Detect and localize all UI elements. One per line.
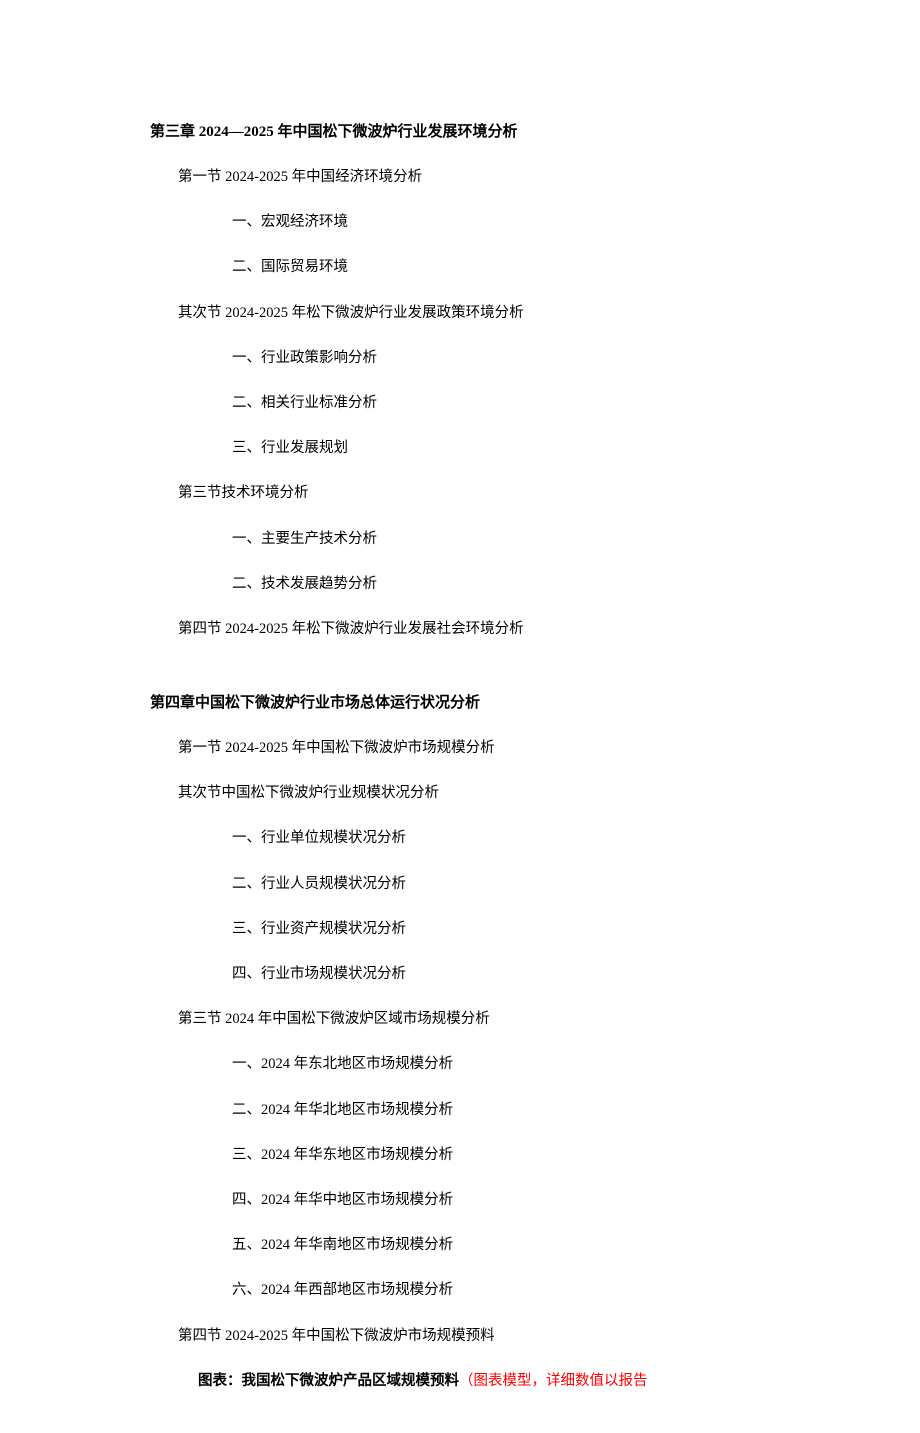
- outline-item: 六、2024 年西部地区市场规模分析: [232, 1279, 770, 1302]
- chapter-4-title: 第四章中国松下微波炉行业市场总体运行状况分析: [150, 691, 770, 715]
- outline-item: 三、2024 年华东地区市场规模分析: [232, 1144, 770, 1167]
- outline-item: 二、相关行业标准分析: [232, 392, 770, 415]
- section-gap: [150, 663, 770, 691]
- section-label: 第一节 2024-2025 年中国松下微波炉市场规模分析: [178, 737, 770, 760]
- chapter-3-title: 第三章 2024—2025 年中国松下微波炉行业发展环境分析: [150, 120, 770, 144]
- outline-item: 一、2024 年东北地区市场规模分析: [232, 1053, 770, 1076]
- outline-item: 二、国际贸易环境: [232, 256, 770, 279]
- outline-item: 一、行业政策影响分析: [232, 347, 770, 370]
- section-label: 第三节 2024 年中国松下微波炉区域市场规模分析: [178, 1008, 770, 1031]
- outline-item: 二、行业人员规模状况分析: [232, 873, 770, 896]
- caption-bold-text: 图表：我国松下微波炉产品区域规模预料: [198, 1373, 459, 1389]
- caption-red-text: （图表模型，详细数值以报告: [459, 1373, 648, 1389]
- outline-item: 五、2024 年华南地区市场规模分析: [232, 1234, 770, 1257]
- outline-item: 一、主要生产技术分析: [232, 528, 770, 551]
- section-label: 第三节技术环境分析: [178, 482, 770, 505]
- outline-item: 三、行业发展规划: [232, 437, 770, 460]
- outline-item: 一、宏观经济环境: [232, 211, 770, 234]
- outline-item: 二、技术发展趋势分析: [232, 573, 770, 596]
- outline-item: 四、行业市场规模状况分析: [232, 963, 770, 986]
- figure-caption: 图表：我国松下微波炉产品区域规模预料（图表模型，详细数值以报告: [198, 1370, 770, 1393]
- outline-item: 四、2024 年华中地区市场规模分析: [232, 1189, 770, 1212]
- section-label: 其次节 2024-2025 年松下微波炉行业发展政策环境分析: [178, 302, 770, 325]
- section-label: 第一节 2024-2025 年中国经济环境分析: [178, 166, 770, 189]
- section-label: 第四节 2024-2025 年松下微波炉行业发展社会环境分析: [178, 618, 770, 641]
- outline-item: 一、行业单位规模状况分析: [232, 827, 770, 850]
- document-page: 第三章 2024—2025 年中国松下微波炉行业发展环境分析 第一节 2024-…: [0, 0, 920, 1433]
- section-label: 第四节 2024-2025 年中国松下微波炉市场规模预料: [178, 1325, 770, 1348]
- outline-item: 二、2024 年华北地区市场规模分析: [232, 1099, 770, 1122]
- section-label: 其次节中国松下微波炉行业规模状况分析: [178, 782, 770, 805]
- outline-item: 三、行业资产规模状况分析: [232, 918, 770, 941]
